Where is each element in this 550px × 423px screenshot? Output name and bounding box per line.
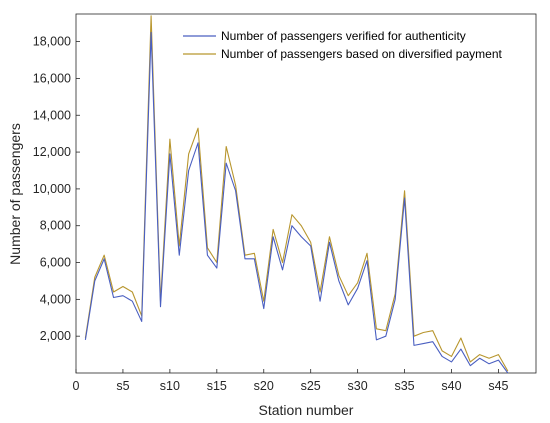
x-tick-label-4: s20 [254, 379, 274, 393]
y-tick-label-5: 12,000 [33, 145, 71, 159]
series-line-0 [84, 31, 509, 374]
y-tick-label-7: 16,000 [33, 71, 71, 85]
y-tick-label-2: 6,000 [40, 256, 71, 270]
legend-label-diversified: Number of passengers based on diversifie… [221, 47, 502, 61]
y-axis-label: Number of passengers [7, 123, 23, 265]
x-tick-label-3: s15 [207, 379, 227, 393]
x-tick-label-5: s25 [301, 379, 321, 393]
x-tick-label-0: 0 [73, 379, 80, 393]
y-tick-label-8: 18,000 [33, 35, 71, 49]
y-tick-labels: 2,000 4,000 6,000 8,000 10,000 12,000 14,000 16… [33, 35, 71, 344]
y-tick-label-0: 2,000 [40, 329, 71, 343]
y-tick-label-1: 4,000 [40, 292, 71, 306]
y-tick-label-4: 10,000 [33, 182, 71, 196]
series-lines [84, 15, 509, 374]
x-tick-label-1: s5 [116, 379, 129, 393]
legend-box [177, 22, 526, 68]
x-tick-label-8: s40 [441, 379, 461, 393]
x-tick-label-6: s30 [348, 379, 368, 393]
y-tick-label-3: 8,000 [40, 219, 71, 233]
x-tick-labels: 0 s5 s10 s15 s20 s25 s30 s35 s40 s45 [73, 379, 509, 393]
x-tick-label-2: s10 [160, 379, 180, 393]
y-tick-label-6: 14,000 [33, 108, 71, 122]
x-tick-label-9: s45 [488, 379, 508, 393]
legend: Number of passengers verified for authen… [177, 22, 526, 68]
legend-label-verified: Number of passengers verified for authen… [221, 29, 466, 43]
x-axis-label: Station number [259, 402, 354, 418]
axis-ticks [75, 41, 499, 373]
x-tick-label-7: s35 [394, 379, 414, 393]
